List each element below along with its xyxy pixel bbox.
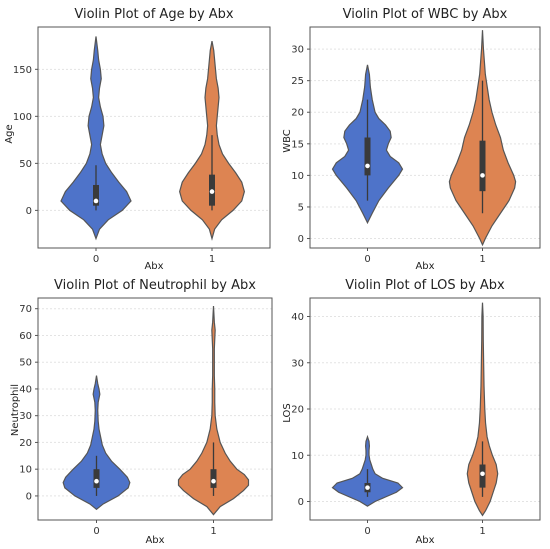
violin-0: [62, 375, 131, 511]
violin-1: [466, 302, 499, 517]
median-marker-0: [365, 485, 370, 490]
median-marker-1: [480, 173, 485, 178]
y-tick-label: 5: [298, 202, 304, 213]
y-tick-label: 50: [19, 159, 32, 170]
x-axis-label: Abx: [144, 261, 163, 272]
y-tick-label: 20: [291, 405, 304, 416]
y-tick-label: 30: [291, 45, 304, 56]
y-tick-label: 30: [19, 411, 32, 422]
grid: [38, 308, 272, 497]
panel-age: Violin Plot of Age by Abx Age Abx 050100…: [4, 7, 271, 272]
y-tick-label: 20: [19, 438, 32, 449]
y-ticks: 0 10 20 30 40: [291, 312, 310, 508]
panel-wbc: Violin Plot of WBC by Abx WBC Abx 051015…: [282, 7, 541, 272]
x-axis-label: Abx: [145, 535, 164, 546]
median-marker-1: [211, 478, 216, 484]
x-tick-label: 0: [364, 254, 370, 265]
x-axis-label: Abx: [415, 261, 434, 272]
y-axis-label: Neutrophil: [10, 384, 21, 436]
y-tick-label: 40: [291, 312, 304, 323]
y-tick-label: 0: [26, 206, 32, 217]
panel-los: Violin Plot of LOS by Abx LOS Abx 010203…: [282, 278, 541, 546]
x-tick-label: 1: [210, 526, 216, 537]
y-tick-label: 15: [291, 139, 304, 150]
y-tick-label: 0: [26, 491, 32, 502]
x-tick-label: 0: [93, 254, 99, 265]
x-tick-label: 1: [479, 254, 485, 265]
y-tick-label: 10: [291, 171, 304, 182]
chart-title: Violin Plot of WBC by Abx: [343, 7, 508, 22]
median-marker-0: [365, 163, 370, 169]
y-tick-label: 25: [291, 76, 304, 87]
y-tick-label: 20: [291, 108, 304, 119]
x-tick-label: 1: [479, 526, 485, 537]
grid: [310, 316, 540, 502]
plot-frame: [37, 297, 273, 521]
violins: [331, 302, 499, 517]
y-axis-label: LOS: [282, 403, 293, 422]
y-ticks: 0 10 20 30 40 50 60 70: [19, 304, 38, 502]
median-marker-1: [209, 189, 215, 194]
median-marker-0: [94, 478, 99, 484]
y-tick-label: 0: [298, 234, 304, 245]
y-tick-label: 150: [13, 65, 32, 76]
x-tick-label: 0: [364, 526, 370, 537]
iqr-box-0: [93, 469, 100, 488]
x-axis-label: Abx: [415, 535, 434, 546]
iqr-box-0: [364, 137, 371, 176]
y-tick-label: 70: [19, 304, 32, 315]
violins: [331, 30, 517, 247]
median-marker-0: [93, 198, 99, 204]
iqr-box-0: [93, 184, 99, 206]
y-tick-label: 60: [19, 331, 32, 342]
chart-title: Violin Plot of Age by Abx: [74, 7, 234, 22]
x-tick-label: 1: [209, 254, 215, 265]
iqr-box-1: [479, 464, 486, 488]
y-ticks: 0 5 10 15 20 25 30: [291, 45, 310, 245]
y-tick-label: 40: [19, 384, 32, 395]
iqr-box-1: [479, 140, 486, 192]
y-axis-label: Age: [4, 124, 15, 143]
violin-1: [177, 305, 250, 516]
grid: [310, 48, 540, 240]
violins: [62, 305, 250, 516]
y-tick-label: 10: [291, 451, 304, 462]
plot-frame: [309, 26, 541, 249]
y-tick-label: 0: [298, 497, 304, 508]
chart-title: Violin Plot of Neutrophil by Abx: [54, 278, 256, 293]
median-marker-1: [480, 471, 485, 477]
y-tick-label: 30: [291, 358, 304, 369]
y-axis-label: WBC: [282, 129, 293, 153]
x-tick-label: 0: [93, 526, 99, 537]
violins: [60, 36, 246, 241]
chart-title: Violin Plot of LOS by Abx: [345, 278, 505, 293]
iqr-box-1: [210, 469, 217, 488]
y-tick-label: 100: [13, 112, 32, 123]
y-ticks: 0 50 100 150: [13, 65, 38, 217]
y-tick-label: 50: [19, 358, 32, 369]
violin-0: [60, 36, 132, 241]
plot-frame: [309, 297, 541, 521]
panel-neutrophil: Violin Plot of Neutrophil by Abx Neutrop…: [10, 278, 273, 546]
y-tick-label: 10: [19, 465, 32, 476]
plot-frame: [37, 26, 271, 249]
